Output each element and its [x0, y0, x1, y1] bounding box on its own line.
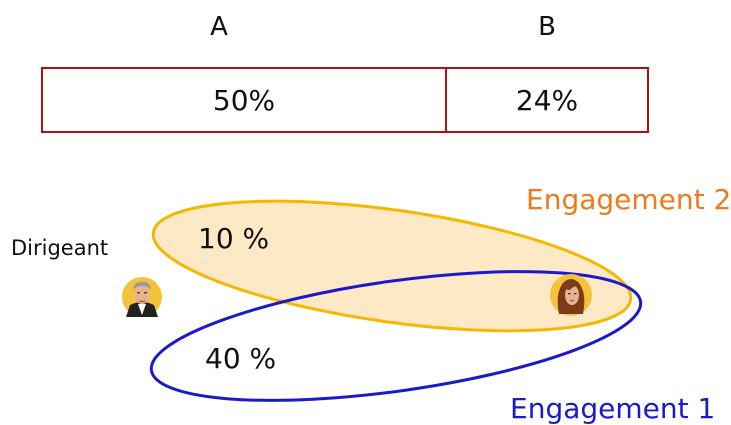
cell-b-value: 24% [515, 83, 579, 117]
dirigeant-label: Dirigeant [11, 236, 109, 260]
percentage-table: 50% 24% [41, 67, 649, 133]
engagement-1-ellipse [149, 270, 643, 402]
woman-avatar-icon [550, 274, 592, 316]
engagement-2-label: Engagement 2 [526, 183, 731, 216]
man-avatar-icon [122, 277, 162, 317]
engagement-2-percent: 10 % [198, 222, 270, 255]
column-header-a: A [210, 12, 228, 42]
engagement-2-ellipse [151, 199, 633, 333]
cell-a-value: 50% [43, 69, 447, 131]
engagement-1-label: Engagement 1 [510, 392, 716, 425]
column-header-b: B [538, 12, 556, 42]
engagement-1-percent: 40 % [205, 342, 277, 375]
